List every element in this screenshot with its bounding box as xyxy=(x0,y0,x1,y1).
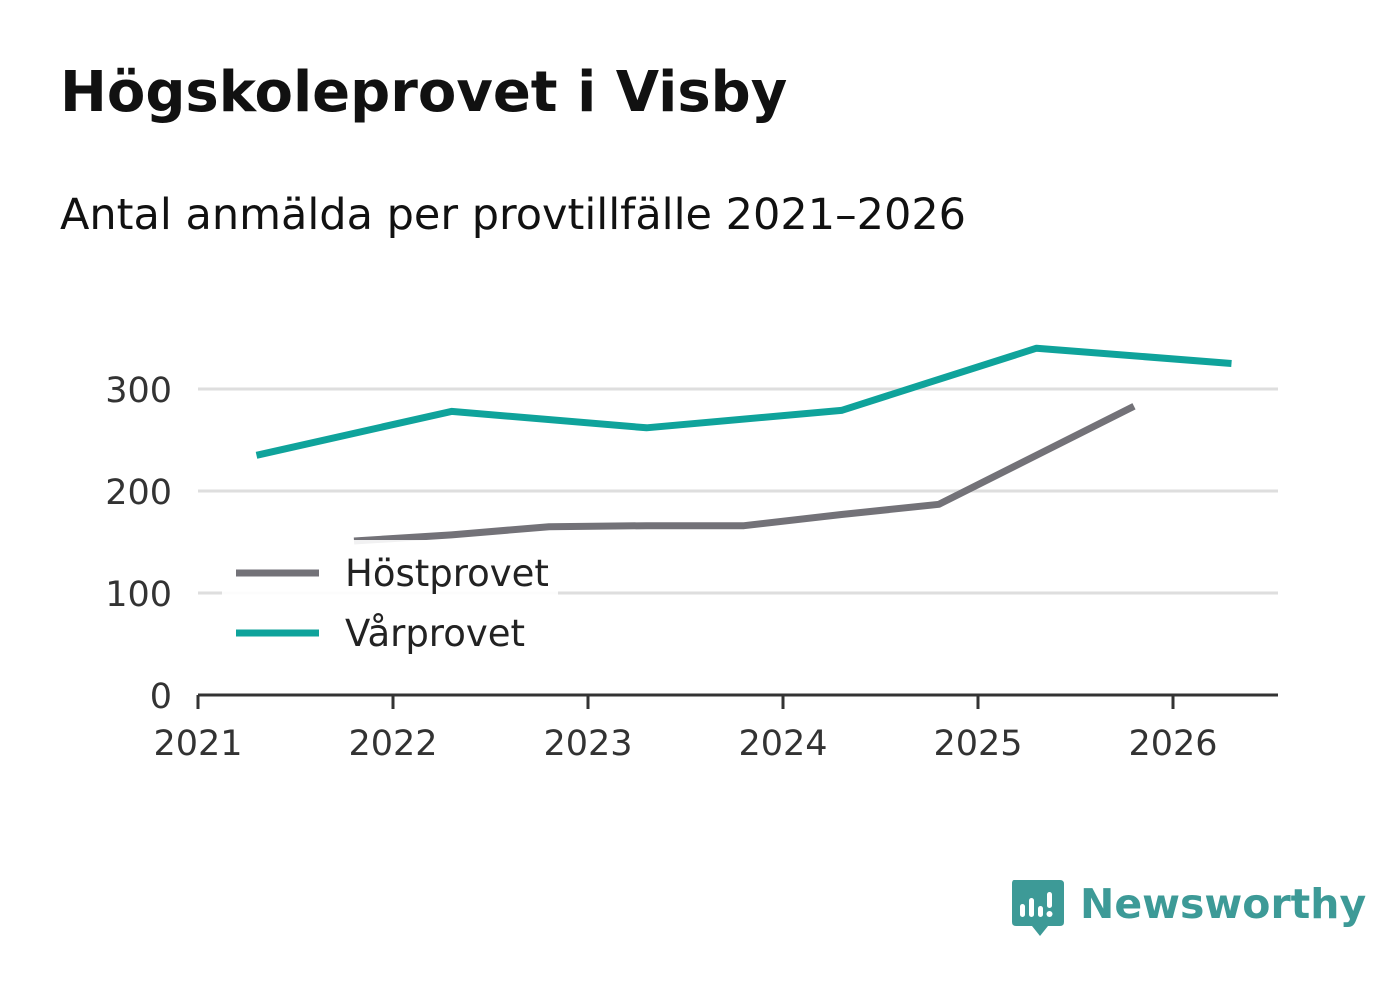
y-tick-label: 300 xyxy=(105,371,172,411)
y-tick-label: 0 xyxy=(150,677,172,717)
chart-title: Högskoleprovet i Visby xyxy=(60,60,788,125)
x-tick-label: 2026 xyxy=(1128,724,1217,764)
chart-subtitle: Antal anmälda per provtillfälle 2021–202… xyxy=(60,190,967,240)
y-axis-labels: 0 100 200 300 xyxy=(105,371,172,717)
legend: Höstprovet Vårprovet xyxy=(222,540,558,655)
x-tick-label: 2024 xyxy=(738,724,827,764)
legend-label-varprovet: Vårprovet xyxy=(345,612,525,655)
series-lines xyxy=(255,344,1232,545)
x-axis-labels: 2021 2022 2023 2024 2025 2026 xyxy=(153,724,1217,764)
x-tick-label: 2025 xyxy=(933,724,1022,764)
newsworthy-logo: Newsworthy xyxy=(1010,878,1366,942)
x-tick-label: 2021 xyxy=(153,724,242,764)
bar-chart-bubble-icon xyxy=(1012,880,1064,936)
x-tick-label: 2022 xyxy=(348,724,437,764)
y-tick-label: 200 xyxy=(105,473,172,513)
series-line-varprovet xyxy=(255,344,1232,459)
x-axis xyxy=(196,693,1278,709)
x-tick-label: 2023 xyxy=(543,724,632,764)
series-line-hostprovet xyxy=(353,403,1136,545)
y-tick-label: 100 xyxy=(105,575,172,615)
brand-name: Newsworthy xyxy=(1080,880,1367,928)
legend-label-hostprovet: Höstprovet xyxy=(345,552,549,595)
